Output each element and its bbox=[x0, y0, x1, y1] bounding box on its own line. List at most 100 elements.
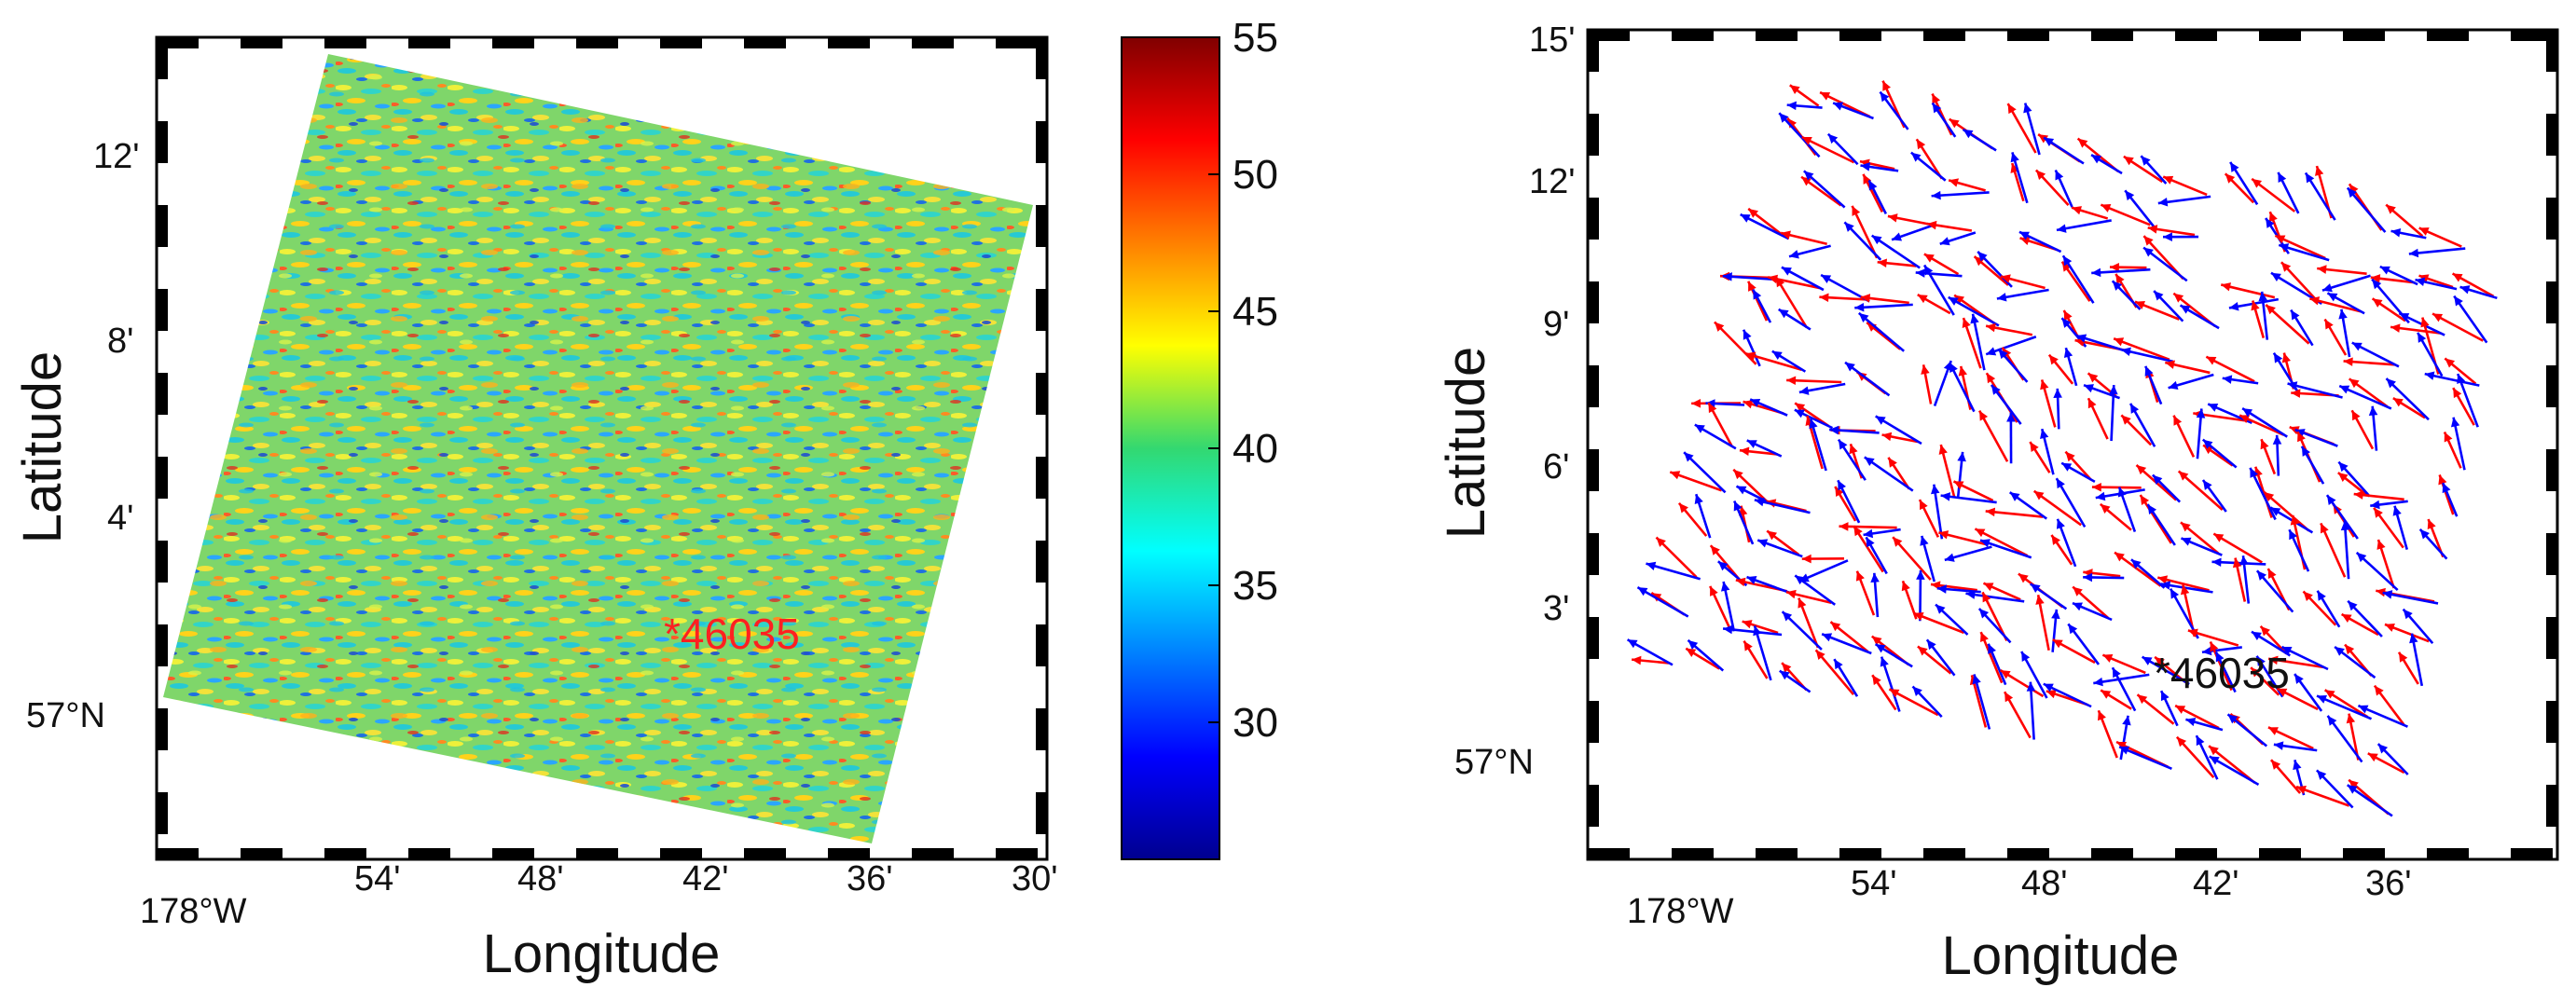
blue-vector-head bbox=[2201, 646, 2212, 656]
blue-vector-head bbox=[1972, 674, 1981, 685]
blue-vector-head bbox=[1924, 265, 1934, 276]
blue-vector-shaft bbox=[1973, 674, 1991, 730]
blue-vector-shaft bbox=[1854, 303, 1913, 309]
red-vector-head bbox=[1877, 258, 1888, 268]
frame-dash bbox=[157, 624, 168, 666]
blue-vector-head bbox=[1821, 275, 1832, 283]
red-vector-head bbox=[2309, 296, 2321, 306]
blue-vector-head bbox=[1963, 129, 1974, 139]
red-vector-head bbox=[2346, 713, 2356, 724]
blue-vector-shaft bbox=[2326, 715, 2363, 763]
blue-vector-head bbox=[2109, 385, 2118, 395]
frame-dash bbox=[157, 848, 199, 859]
blue-vector-head bbox=[2287, 381, 2298, 391]
red-vector-head bbox=[1852, 205, 1861, 216]
blue-vector-head bbox=[2091, 267, 2101, 278]
blue-vector-head bbox=[2270, 507, 2281, 516]
red-vector-head bbox=[1980, 632, 1989, 643]
frame-dash bbox=[1036, 792, 1047, 834]
blue-vector-head bbox=[2450, 417, 2460, 428]
frame-dash bbox=[1036, 37, 1047, 79]
red-vector-head bbox=[2173, 415, 2183, 426]
blue-vector-head bbox=[2023, 103, 2032, 114]
red-vector-head bbox=[2266, 305, 2276, 315]
blue-vector-head bbox=[1746, 576, 1757, 585]
blue-vector-head bbox=[2211, 557, 2222, 568]
blue-vector-head bbox=[2242, 408, 2253, 418]
frame-dash bbox=[1588, 848, 1630, 859]
red-vector-head bbox=[2376, 587, 2386, 597]
red-vector-head bbox=[2109, 262, 2119, 272]
red-vector-head bbox=[2206, 356, 2217, 365]
red-vector-head bbox=[2100, 503, 2111, 514]
red-vector-head bbox=[2102, 654, 2114, 663]
blue-vector-head bbox=[1743, 329, 1752, 340]
red-vector-head bbox=[2087, 398, 2097, 409]
red-vector-head bbox=[2101, 203, 2112, 213]
blue-vector-head bbox=[1931, 484, 1940, 495]
blue-vector-head bbox=[2392, 505, 2402, 516]
blue-vector-head bbox=[2316, 770, 2327, 780]
blue-vector-shaft bbox=[2093, 673, 2150, 685]
left-y-ticks: 57°N 4' 8' 12' bbox=[26, 137, 140, 735]
blue-vector-head bbox=[2152, 474, 2163, 485]
blue-vector-head bbox=[1782, 611, 1793, 622]
red-vector-head bbox=[2163, 175, 2174, 185]
blue-vector-head bbox=[1926, 639, 1936, 651]
blue-vector-shaft bbox=[1683, 451, 1727, 494]
blue-vector-head bbox=[2163, 232, 2172, 241]
red-vector-head bbox=[2051, 534, 2060, 545]
red-vector-head bbox=[2353, 490, 2364, 500]
blue-vector-head bbox=[2377, 744, 2389, 754]
blue-vector-head bbox=[1920, 535, 1929, 546]
frame-dash bbox=[2546, 701, 2557, 743]
red-vector-head bbox=[2264, 491, 2275, 502]
right-y-tick-5: 15' bbox=[1529, 21, 1576, 60]
red-vector-head bbox=[1768, 274, 1779, 284]
red-vector-head bbox=[1917, 646, 1928, 656]
blue-vector-head bbox=[1892, 232, 1903, 241]
red-vector-head bbox=[1742, 620, 1753, 629]
left-panel: *46035 178°W 54' 48' 42' 36' 30' 57°N 4'… bbox=[12, 35, 1058, 984]
blue-vector-head bbox=[2279, 243, 2290, 253]
blue-vector-head bbox=[2347, 187, 2357, 199]
red-vector-head bbox=[2320, 523, 2329, 534]
colorbar-tick-label: 50 bbox=[1233, 152, 1278, 198]
red-vector-shaft bbox=[1851, 205, 1879, 259]
blue-vector-head bbox=[2076, 334, 2087, 343]
red-vector-head bbox=[2296, 785, 2307, 795]
blue-vector-head bbox=[2403, 609, 2413, 620]
red-vector-head bbox=[2260, 625, 2270, 637]
frame-dash bbox=[2546, 617, 2557, 659]
frame-dash bbox=[996, 848, 1038, 859]
frame-dash bbox=[2007, 848, 2049, 859]
blue-vector-shaft bbox=[2316, 694, 2373, 720]
left-x-tick-2: 48' bbox=[517, 859, 564, 898]
red-vector-shaft bbox=[2212, 532, 2263, 564]
frame-dash bbox=[157, 541, 168, 583]
red-vector-head bbox=[2178, 471, 2189, 481]
left-x-tick-1: 54' bbox=[354, 859, 401, 898]
blue-vector-head bbox=[1779, 113, 1789, 123]
red-vector-shaft bbox=[1977, 410, 2009, 462]
blue-vector-head bbox=[2442, 483, 2451, 494]
colorbar-tick-label: 55 bbox=[1233, 15, 1278, 61]
colorbar: 30 35 40 45 50 55 bbox=[1121, 15, 1278, 860]
left-y-tick-0: 57°N bbox=[26, 696, 105, 735]
blue-vector-head bbox=[2379, 266, 2390, 275]
red-vector-head bbox=[1739, 446, 1750, 456]
blue-vector-head bbox=[2018, 231, 2030, 240]
blue-vector-head bbox=[2293, 760, 2302, 771]
red-vector-head bbox=[2004, 692, 2014, 703]
red-vector-head bbox=[2268, 212, 2278, 223]
blue-vector-head bbox=[2170, 588, 2180, 599]
frame-dash bbox=[2091, 848, 2133, 859]
red-vector-head bbox=[1958, 365, 1968, 377]
blue-vector-head bbox=[1705, 399, 1715, 408]
red-vector-head bbox=[1686, 648, 1697, 657]
red-vector-head bbox=[2165, 360, 2176, 369]
blue-vector-shaft bbox=[1940, 494, 1997, 504]
colorbar-tick-label: 35 bbox=[1233, 563, 1278, 609]
blue-vector-head bbox=[2239, 555, 2249, 566]
blue-vector-head bbox=[1986, 347, 1997, 356]
